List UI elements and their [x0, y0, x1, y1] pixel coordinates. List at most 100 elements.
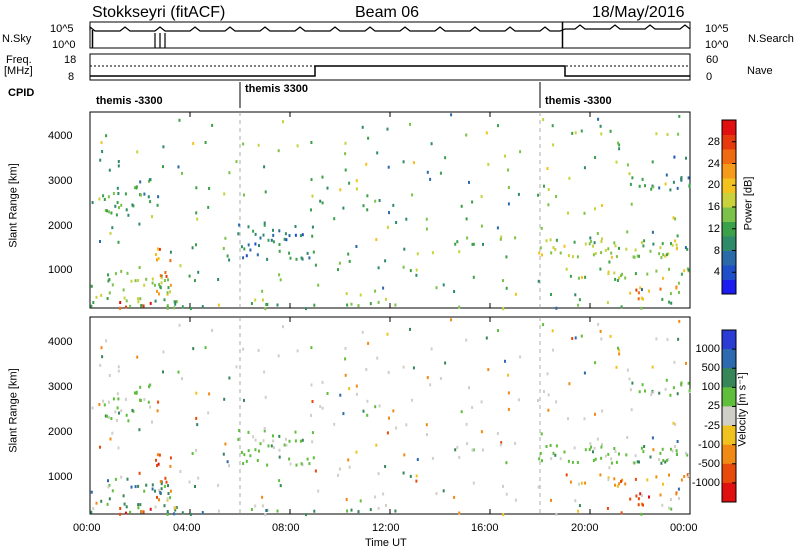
velocity-point: [538, 457, 541, 461]
velocity-point: [158, 488, 161, 492]
power-point: [156, 247, 159, 251]
power-point: [514, 292, 517, 296]
power-point: [276, 303, 279, 307]
velocity-colorbar-swatch-0: [722, 330, 736, 350]
power-point: [254, 232, 257, 236]
velocity-point: [348, 465, 351, 469]
velocity-point: [321, 406, 324, 410]
velocity-point: [450, 318, 453, 322]
power-point: [385, 297, 387, 301]
velocity-point: [108, 415, 110, 419]
velocity-point: [376, 356, 379, 360]
power-point: [651, 160, 654, 164]
velocity-point: [618, 352, 621, 356]
velocity-point: [641, 494, 643, 497]
velocity-point: [375, 443, 378, 447]
velocity-point: [607, 478, 610, 482]
power-point: [435, 286, 438, 290]
velocity-point: [110, 417, 113, 420]
power-point: [207, 205, 210, 209]
power-ytick-3000: 3000: [48, 175, 73, 187]
power-point: [181, 171, 183, 175]
power-point: [499, 237, 502, 241]
velocity-point: [134, 485, 137, 489]
power-point: [261, 298, 264, 302]
velocity-colorbar-ticklabel-4: -25: [704, 419, 720, 432]
power-point: [112, 192, 115, 195]
power-point: [600, 251, 603, 255]
power-point: [629, 291, 632, 295]
power-point: [133, 186, 136, 190]
power-point: [592, 253, 595, 257]
power-point: [107, 279, 110, 283]
power-point: [547, 188, 550, 191]
velocity-point: [667, 458, 670, 461]
power-point: [580, 275, 583, 279]
power-point: [163, 298, 166, 302]
power-point: [583, 211, 586, 215]
power-ytick-4000: 4000: [48, 130, 73, 142]
power-point: [608, 260, 611, 264]
power-point: [505, 286, 508, 290]
power-point: [392, 203, 395, 207]
power-point: [151, 215, 153, 219]
velocity-point: [502, 484, 504, 488]
power-point: [618, 143, 621, 147]
velocity-point: [106, 414, 108, 418]
power-point: [641, 177, 644, 181]
velocity-point: [301, 438, 304, 442]
velocity-point: [310, 413, 312, 417]
velocity-point: [112, 397, 115, 401]
velocity-point: [537, 399, 539, 403]
velocity-point: [555, 512, 558, 516]
velocity-point: [181, 377, 183, 381]
velocity-point: [635, 494, 638, 498]
velocity-point: [416, 458, 419, 461]
velocity-point: [675, 492, 678, 496]
power-colorbar-ticklabel-3: 16: [707, 201, 720, 213]
power-point: [395, 221, 398, 224]
power-point: [252, 229, 255, 233]
velocity-point: [156, 453, 159, 457]
velocity-point: [125, 505, 128, 509]
power-point: [169, 290, 172, 294]
power-point: [125, 299, 128, 303]
power-point: [339, 188, 342, 192]
velocity-point: [590, 445, 593, 449]
velocity-point: [263, 427, 266, 430]
power-point: [601, 204, 604, 207]
velocity-point: [574, 499, 577, 503]
power-point: [618, 276, 621, 280]
power-point: [552, 143, 555, 147]
velocity-point: [485, 336, 488, 340]
velocity-point: [118, 411, 120, 415]
power-point: [596, 232, 599, 235]
power-point: [565, 267, 568, 271]
velocity-point: [167, 492, 170, 495]
power-point: [169, 250, 172, 254]
velocity-point: [658, 391, 661, 395]
velocity-point: [628, 377, 631, 381]
velocity-point: [646, 478, 649, 482]
power-point: [613, 241, 616, 245]
power-point: [674, 217, 677, 221]
velocity-point: [580, 481, 583, 485]
velocity-point: [426, 376, 429, 380]
velocity-point: [254, 438, 257, 442]
power-point: [174, 302, 177, 306]
velocity-point: [675, 452, 678, 456]
velocity-point: [600, 445, 603, 449]
power-point: [651, 230, 654, 234]
power-ytick-2000: 2000: [48, 220, 73, 232]
power-point: [310, 208, 312, 212]
velocity-point: [321, 380, 324, 384]
velocity-point: [592, 459, 595, 462]
power-point: [319, 199, 322, 203]
power-point: [111, 283, 114, 287]
velocity-point: [107, 485, 110, 489]
velocity-point: [431, 456, 434, 460]
velocity-point: [637, 497, 640, 501]
velocity-point: [242, 347, 245, 351]
velocity-point: [614, 483, 617, 487]
velocity-point: [664, 460, 667, 464]
